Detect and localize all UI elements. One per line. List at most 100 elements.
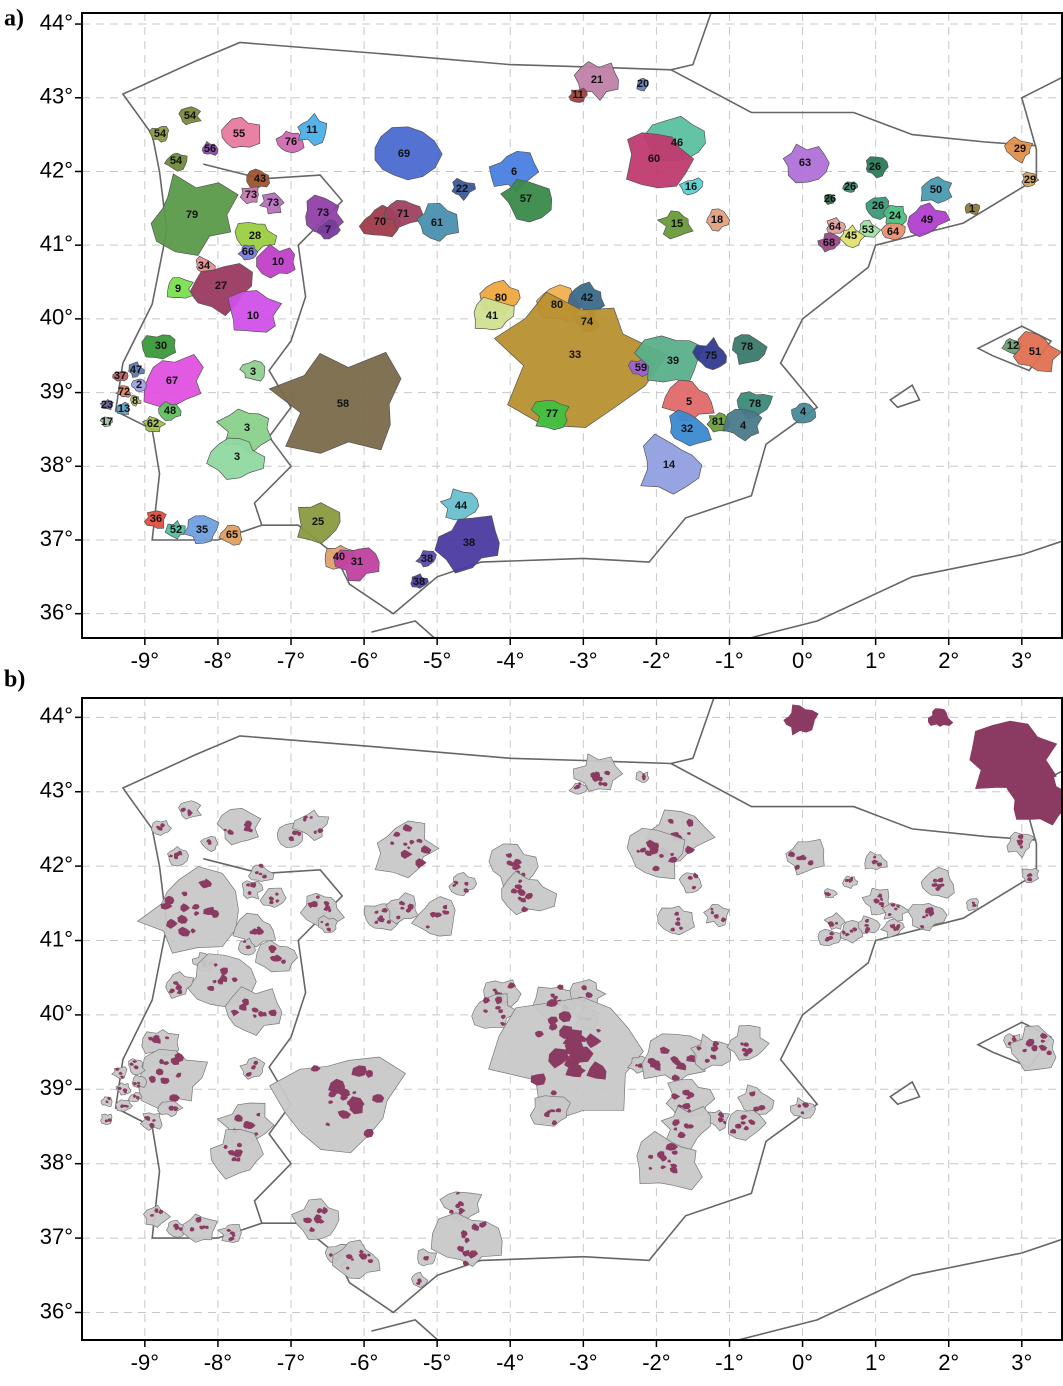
panel-label: a)	[4, 6, 24, 32]
hotspot	[596, 1029, 602, 1033]
region-label: 26	[872, 200, 884, 212]
hotspot	[668, 856, 678, 863]
region-label: 67	[166, 375, 178, 387]
region-label: 38	[421, 553, 433, 565]
region	[268, 351, 402, 454]
hotspot	[574, 1066, 586, 1075]
hotspot	[268, 896, 275, 901]
hotspot	[168, 854, 174, 858]
hotspot	[687, 1124, 694, 1129]
hotspot	[550, 993, 556, 998]
region	[439, 488, 480, 521]
hotspot	[107, 1118, 112, 1122]
hotspot	[548, 1048, 569, 1069]
hotspot	[675, 921, 681, 926]
region	[451, 177, 476, 202]
x-tick-label: -6°	[350, 648, 378, 673]
hotspot	[471, 1223, 480, 1231]
region-label: 22	[456, 183, 468, 195]
region-label: 14	[663, 459, 676, 471]
hotspot	[670, 1163, 678, 1169]
hotspot	[166, 918, 178, 929]
region-label: 56	[204, 143, 216, 155]
region-label: 30	[155, 340, 167, 352]
hotspot	[788, 851, 796, 857]
region-label: 4	[740, 420, 747, 432]
hotspot	[602, 782, 608, 787]
hotspot	[887, 913, 892, 917]
y-tick-label: 41°	[40, 231, 73, 256]
region	[275, 130, 305, 154]
hotspot	[159, 1058, 165, 1065]
region-label: 8	[132, 395, 138, 407]
hotspot	[228, 1236, 235, 1242]
region	[640, 433, 703, 495]
region-label: 43	[254, 173, 266, 185]
hotspot	[671, 1093, 681, 1100]
hotspot	[586, 1061, 607, 1080]
hotspot	[148, 1036, 154, 1041]
hotspot	[693, 872, 699, 878]
region-label: 28	[249, 230, 261, 242]
hotspot	[928, 708, 954, 727]
hotspot	[825, 892, 832, 897]
region-label: 64	[887, 226, 900, 238]
hotspot	[246, 883, 251, 887]
hotspot	[735, 1123, 742, 1129]
y-tick-label: 42°	[40, 157, 73, 182]
region-label: 33	[569, 349, 581, 361]
region-label: 49	[921, 214, 933, 226]
hotspot	[669, 852, 674, 857]
region-label: 15	[671, 218, 683, 230]
region	[473, 296, 515, 331]
y-tick-label: 40°	[40, 1001, 73, 1026]
hotspot	[1040, 1032, 1048, 1039]
hotspot	[682, 1103, 691, 1110]
hotspot	[237, 1142, 243, 1148]
hotspot	[1006, 773, 1062, 826]
region-label: 9	[175, 283, 181, 295]
hotspot	[223, 828, 227, 832]
hotspot	[758, 1105, 766, 1111]
region-label: 70	[374, 216, 386, 228]
hotspot	[372, 1094, 385, 1103]
hotspot	[796, 856, 803, 861]
hotspot	[654, 1064, 661, 1071]
x-tick-label: -4°	[496, 648, 524, 673]
hotspot	[824, 936, 831, 942]
hotspot	[464, 1237, 470, 1244]
hotspot	[1019, 845, 1023, 849]
hotspot	[455, 1191, 460, 1195]
hotspot	[269, 955, 278, 962]
hotspot	[841, 930, 846, 935]
hotspot	[936, 883, 943, 889]
hotspot	[720, 917, 727, 923]
hotspot	[226, 1228, 232, 1232]
region-label: 66	[242, 246, 254, 258]
y-tick-label: 39°	[40, 1075, 73, 1100]
hotspot	[829, 931, 835, 936]
region-label: 17	[101, 416, 113, 428]
region	[246, 168, 270, 191]
axes-frame	[81, 697, 1063, 1341]
hotspot	[506, 860, 515, 867]
region	[239, 186, 259, 205]
region-label: 29	[1024, 174, 1036, 186]
region	[823, 912, 846, 931]
hotspot	[649, 845, 659, 855]
hotspot	[316, 1208, 323, 1214]
hotspot	[136, 1084, 141, 1088]
map-area	[82, 698, 1062, 1340]
hotspot	[1038, 1044, 1048, 1051]
hotspot	[381, 907, 388, 913]
region-label: 51	[1029, 346, 1041, 358]
region-label: 7	[325, 224, 331, 236]
hotspot	[374, 910, 379, 914]
hotspot	[895, 924, 901, 929]
hotspot	[144, 1115, 149, 1120]
region	[218, 524, 243, 546]
region-label: 41	[486, 310, 498, 322]
region-label: 37	[114, 370, 126, 382]
island	[889, 1080, 921, 1106]
